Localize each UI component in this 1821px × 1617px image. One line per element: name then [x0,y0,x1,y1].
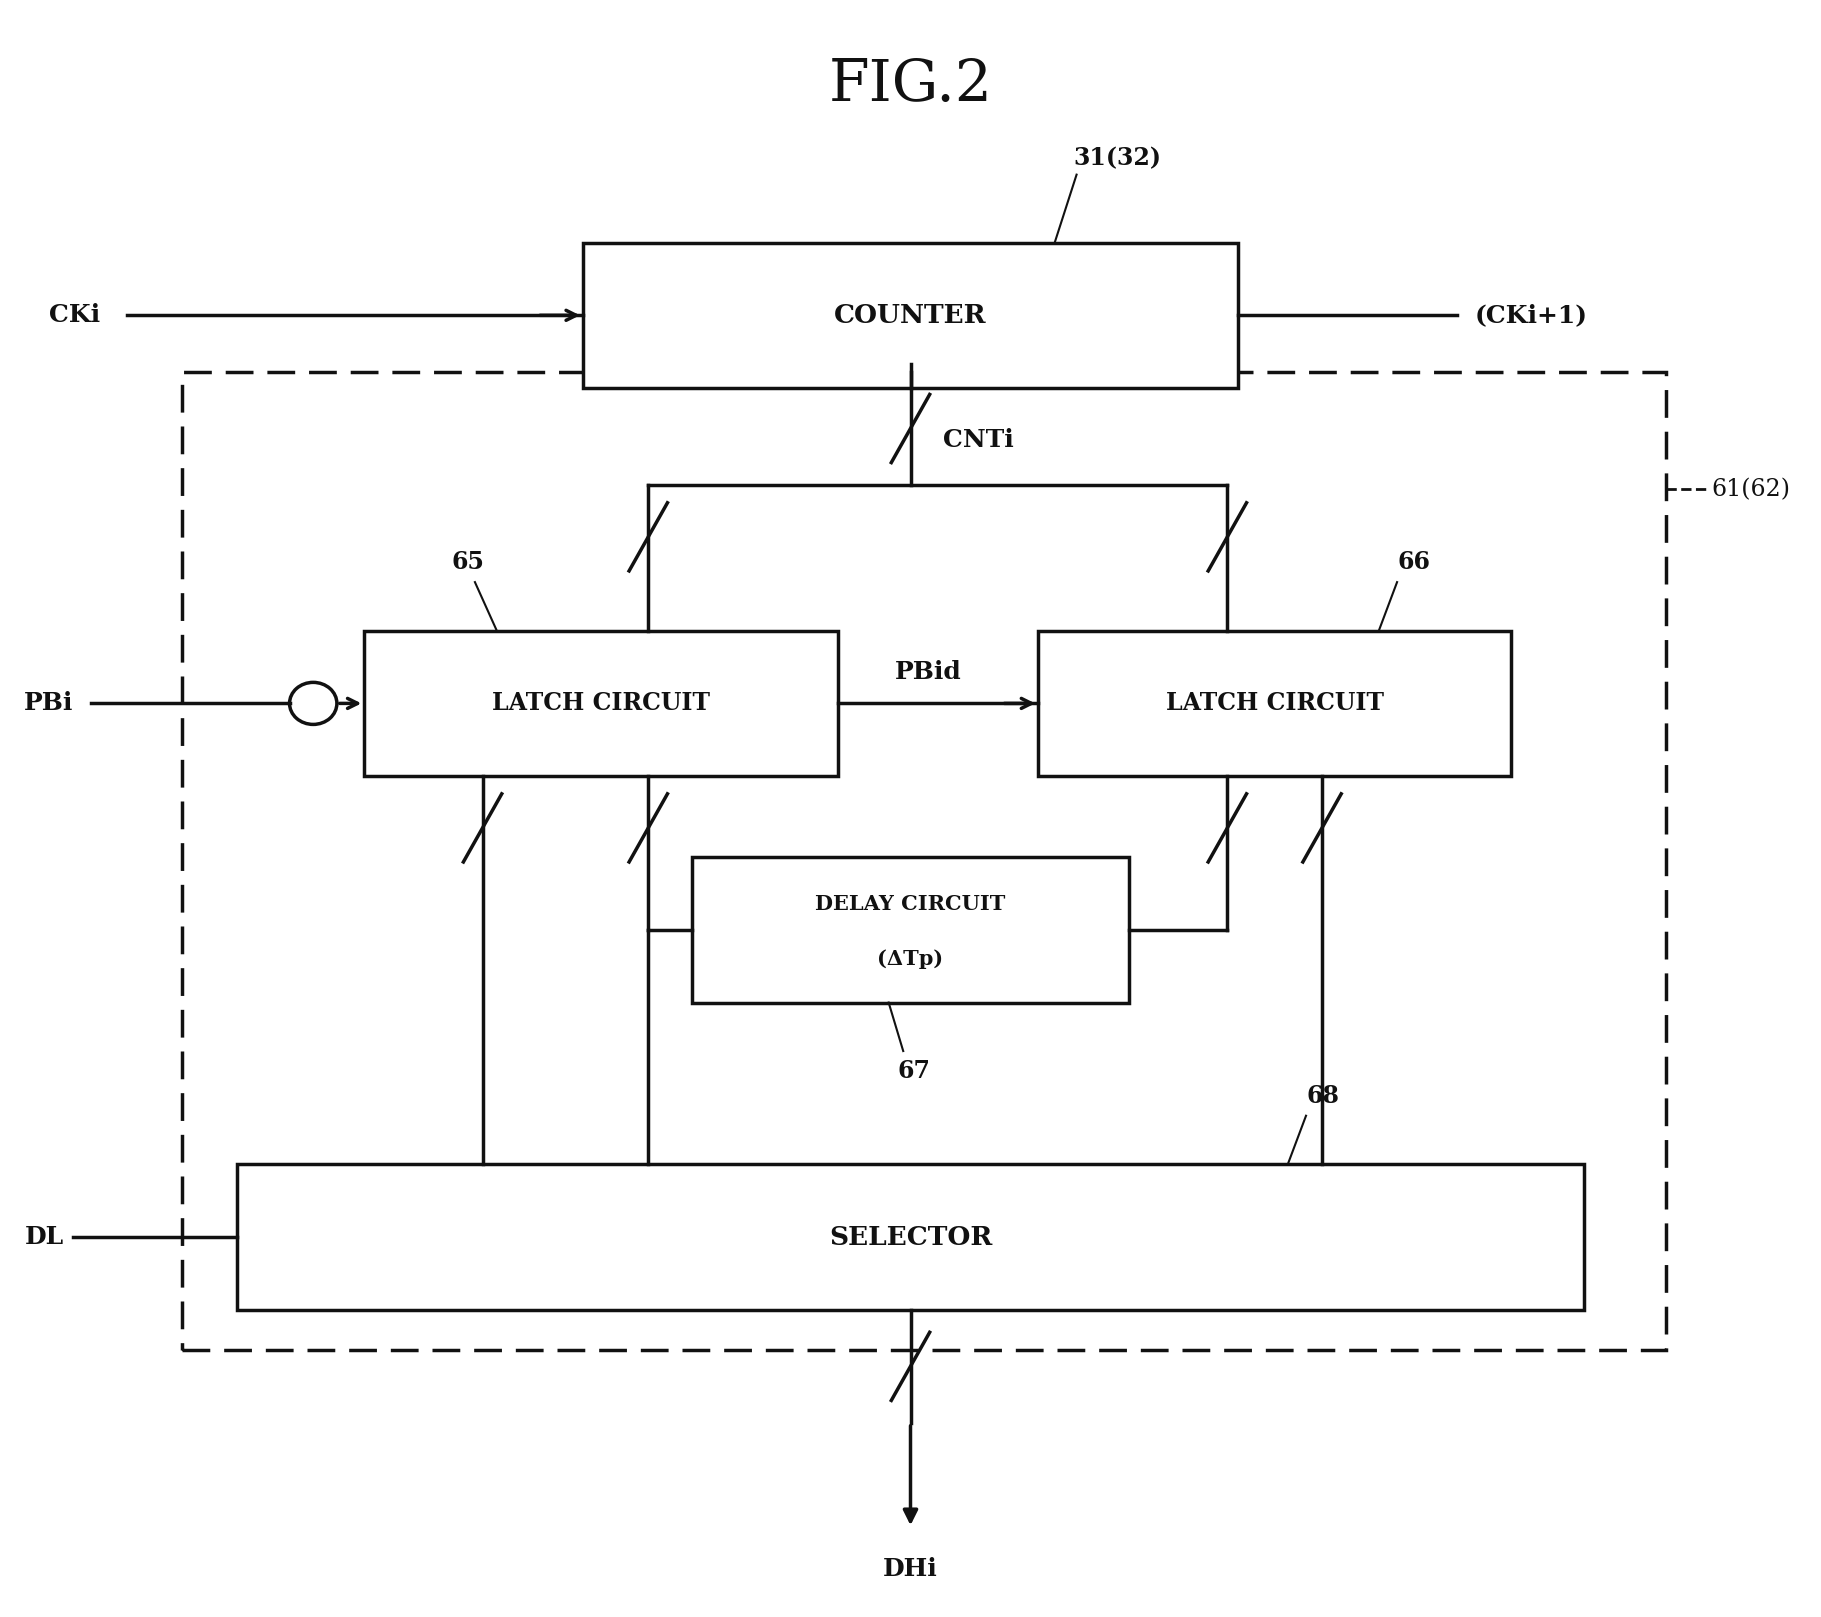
Text: (CKi+1): (CKi+1) [1475,304,1588,327]
Text: 31(32): 31(32) [1073,146,1162,170]
Bar [182,372,1666,1350]
Text: DL: DL [25,1226,64,1248]
Text: FIG.2: FIG.2 [829,57,992,113]
Text: DELAY CIRCUIT: DELAY CIRCUIT [816,894,1005,914]
Bar [237,1164,1584,1310]
Text: 61(62): 61(62) [1712,477,1790,501]
Text: PBi: PBi [24,692,73,715]
Text: LATCH CIRCUIT: LATCH CIRCUIT [492,692,710,715]
Text: SELECTOR: SELECTOR [829,1224,992,1250]
Text: 67: 67 [898,1059,931,1083]
Bar [692,857,1129,1003]
Text: CKi: CKi [49,304,100,327]
Text: LATCH CIRCUIT: LATCH CIRCUIT [1165,692,1384,715]
Bar [364,631,838,776]
Bar [583,243,1238,388]
Text: 65: 65 [452,550,484,574]
Text: 66: 66 [1397,550,1429,574]
Text: PBid: PBid [894,660,961,684]
Text: CNTi: CNTi [943,429,1014,451]
Text: (ΔTp): (ΔTp) [878,949,943,969]
Text: COUNTER: COUNTER [834,302,987,328]
Text: DHi: DHi [883,1557,938,1581]
Bar [1038,631,1511,776]
Text: 68: 68 [1306,1083,1338,1108]
